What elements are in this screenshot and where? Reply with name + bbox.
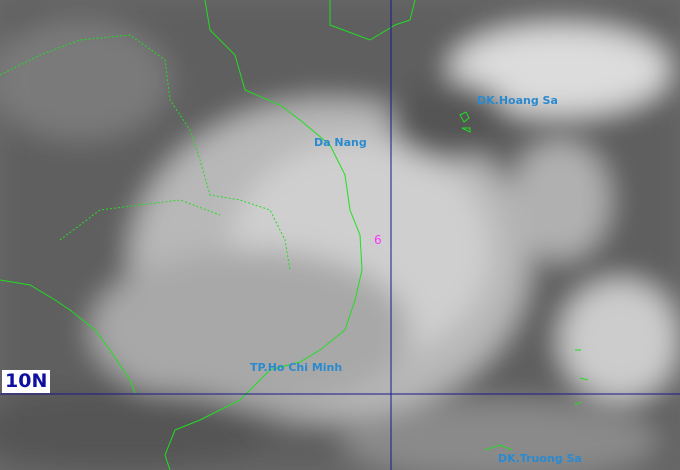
- place-label-da-nang: Da Nang: [314, 136, 367, 149]
- place-label-ho-chi-minh: TP.Ho Chi Minh: [250, 361, 343, 374]
- typhoon-icon: 6: [374, 233, 382, 247]
- coastline: [0, 0, 589, 470]
- place-label-hoang-sa: DK.Hoang Sa: [477, 94, 558, 107]
- latitude-label: 10N: [2, 370, 51, 393]
- place-label-truong-sa: DK.Truong Sa: [498, 452, 582, 465]
